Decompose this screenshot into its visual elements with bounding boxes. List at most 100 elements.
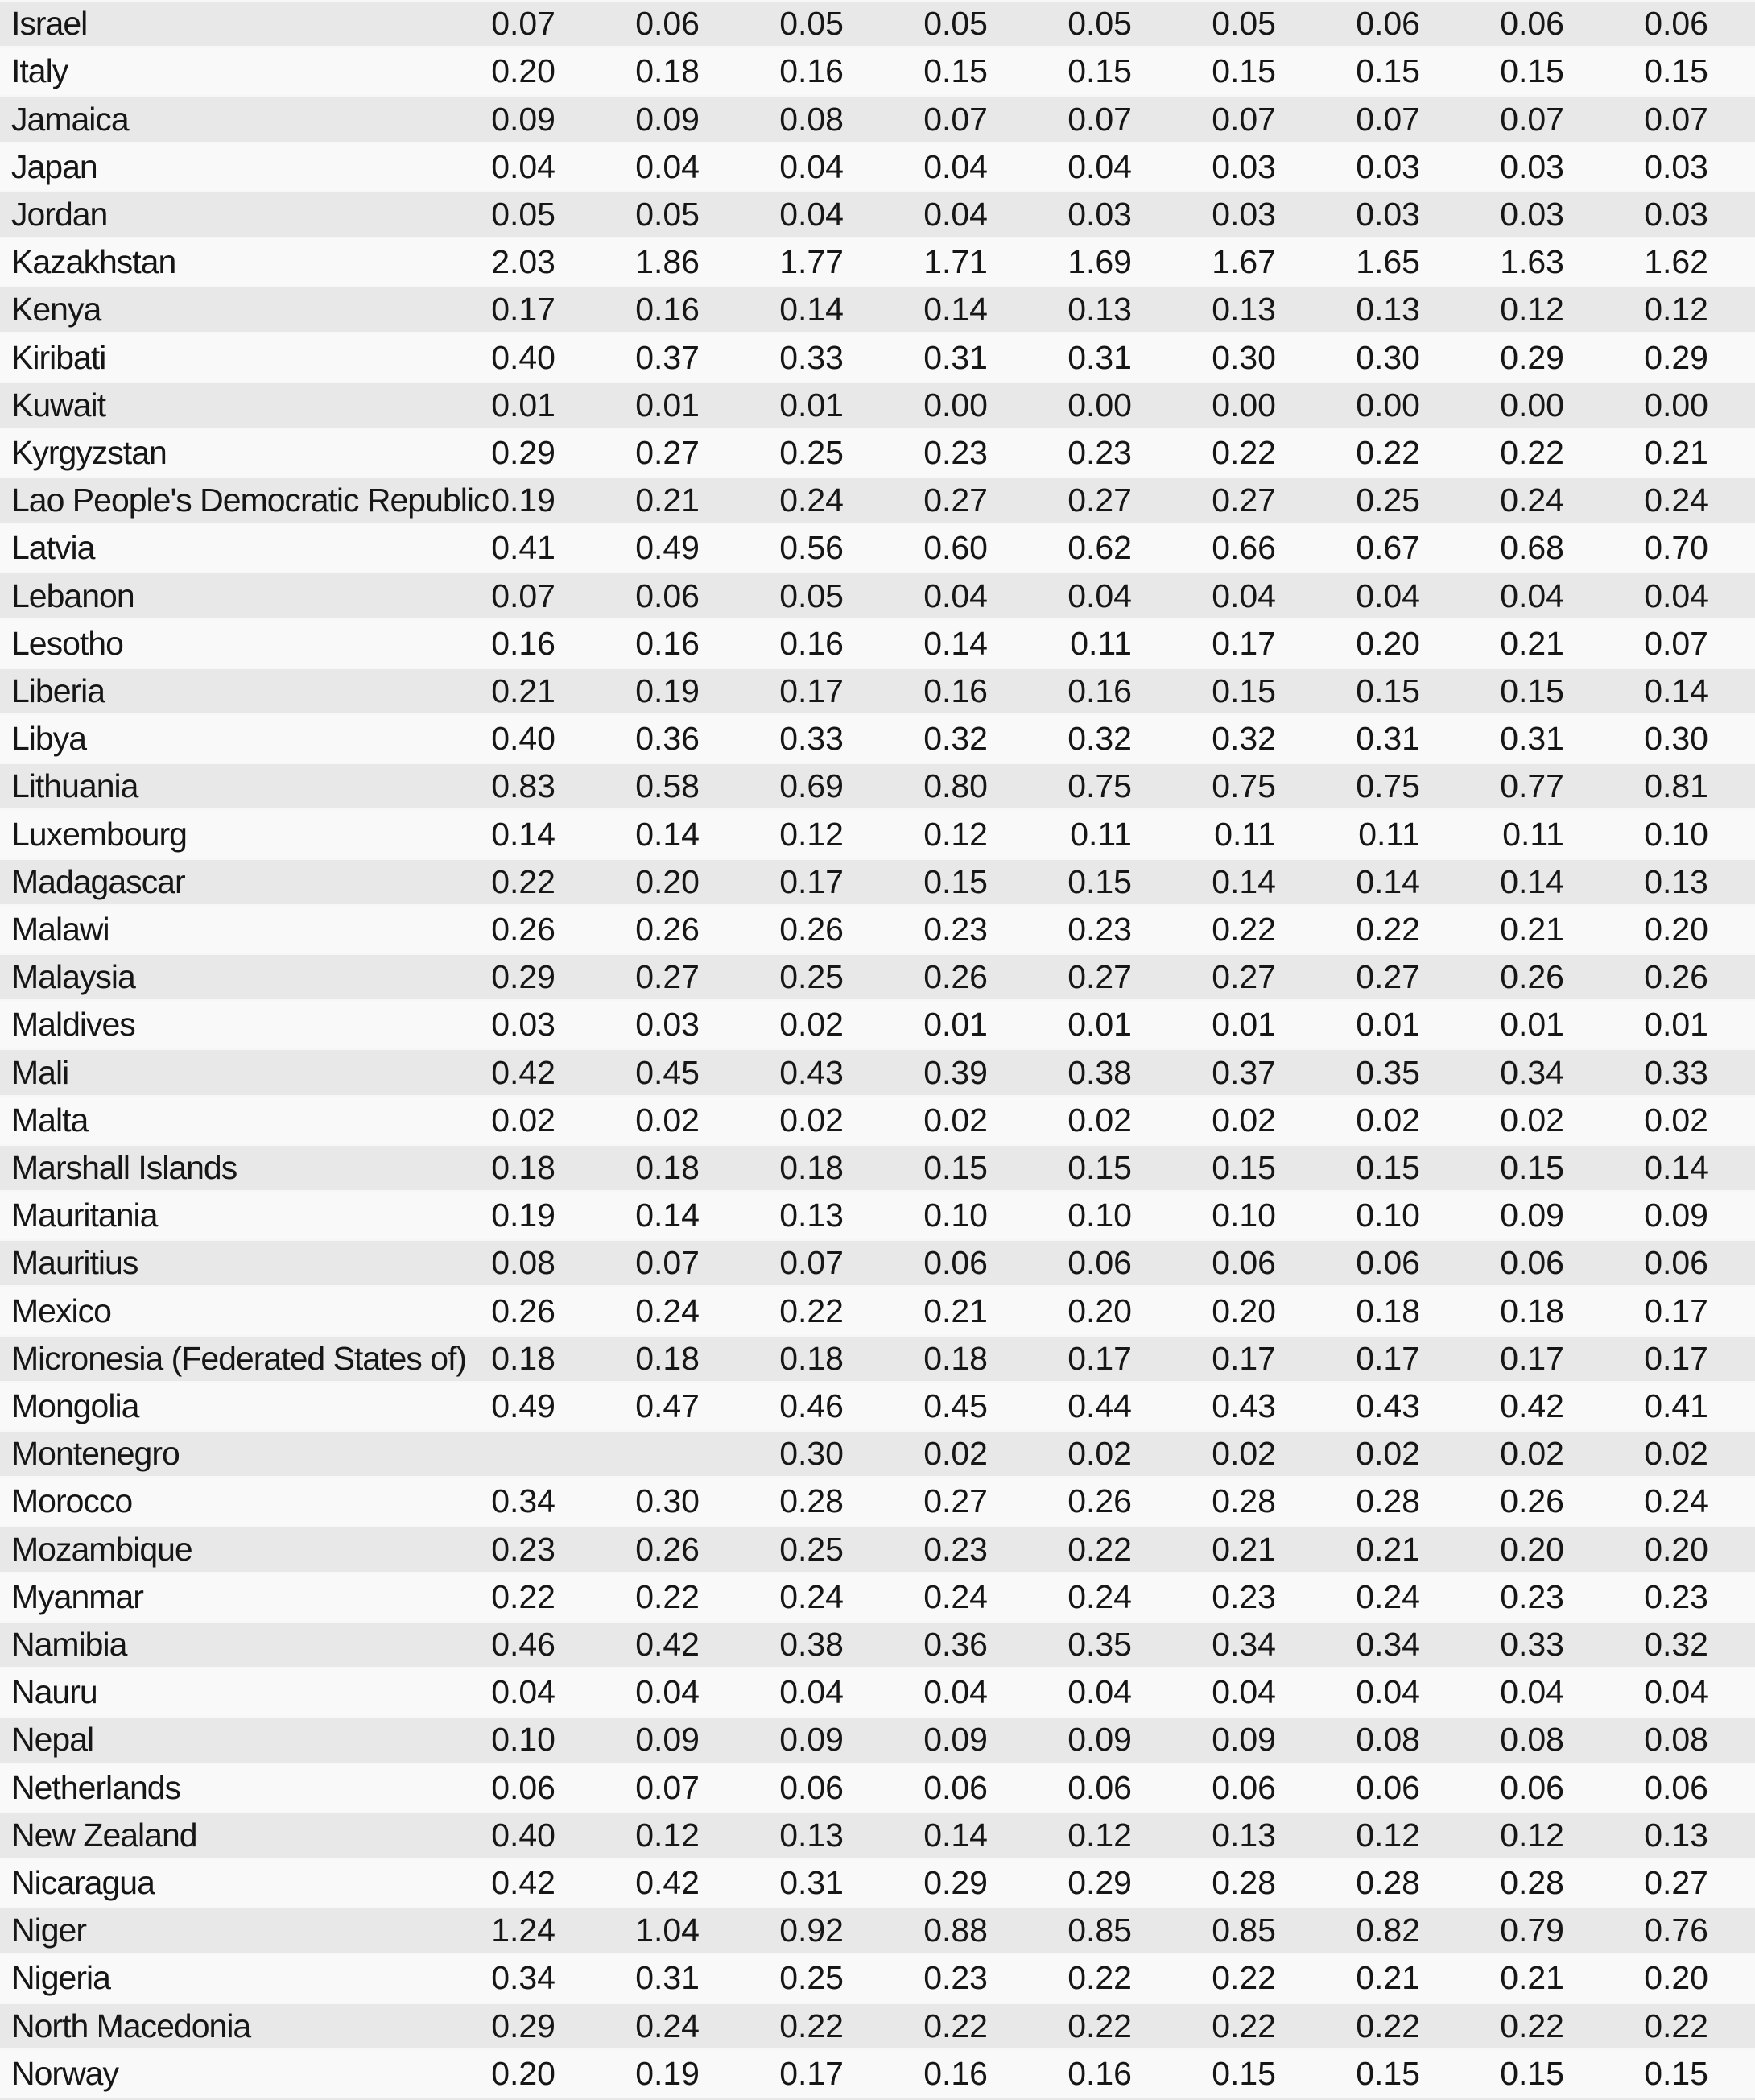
value-cell: 0.02 <box>1467 1430 1611 1478</box>
value-cell: 0.15 <box>1179 1143 1323 1193</box>
value-cell: 0.15 <box>1500 2054 1564 2092</box>
value-cell: 0.03 <box>1212 147 1276 185</box>
value-cell: 0.35 <box>1323 1048 1467 1097</box>
value-cell: 0.12 <box>923 815 988 853</box>
table-row: New Zealand 0.40 0.12 0.13 0.14 0.12 0.13 0.12 0… <box>0 1811 1755 1859</box>
value-cell: 0.13 <box>1323 286 1467 334</box>
value-cell: 0.58 <box>602 763 746 811</box>
value-cell: 0.20 <box>1467 1525 1611 1573</box>
value-cell: 0.56 <box>779 529 844 567</box>
value-cell: 0.03 <box>1356 147 1420 185</box>
country-name-cell: Nigeria <box>11 1959 111 1997</box>
value-cell: 0.04 <box>890 190 1034 239</box>
value-cell: 0.12 <box>1611 286 1755 334</box>
value-cell: 0.13 <box>1611 858 1755 906</box>
country-name-cell: Marshall Islands <box>0 1143 458 1193</box>
value-cell: 0.07 <box>458 572 602 620</box>
table-row: Montenegro 0.30 0.02 0.02 0.02 0.02 0.02 0.02 <box>0 1430 1755 1478</box>
table-row: Nigeria 0.34 0.31 0.25 0.23 0.22 0.22 0.21 0.21 0… <box>0 1954 1755 2002</box>
value-cell: 0.17 <box>746 667 890 716</box>
value-cell: 0.16 <box>923 2054 988 2092</box>
value-cell: 0.01 <box>746 381 890 429</box>
value-cell: 0.33 <box>1467 1620 1611 1669</box>
value-cell: 0.10 <box>1067 1197 1132 1234</box>
value-cell: 0.49 <box>491 1387 555 1424</box>
country-name-cell: Morocco <box>11 1482 133 1520</box>
value-cell: 1.71 <box>923 243 988 281</box>
table-row: Maldives 0.03 0.03 0.02 0.01 0.01 0.01 0.01 0.01… <box>0 1001 1755 1048</box>
value-cell: 0.03 <box>1644 147 1708 185</box>
country-name-cell: Mali <box>0 1048 458 1097</box>
country-name-cell: Libya <box>11 720 87 758</box>
table-row: Niger 1.24 1.04 0.92 0.88 0.85 0.85 0.82 0.79 0.7… <box>0 1907 1755 1955</box>
value-cell: 0.26 <box>1067 1482 1132 1520</box>
value-cell: 0.06 <box>923 1768 988 1806</box>
value-cell: 0.04 <box>779 1673 844 1711</box>
value-cell: 0.46 <box>458 1620 602 1669</box>
value-cell: 0.23 <box>890 1525 1034 1573</box>
value-cell: 0.09 <box>1500 1197 1564 1234</box>
value-cell: 0.06 <box>1500 1768 1564 1806</box>
value-cell: 0.01 <box>1067 1006 1132 1044</box>
value-cell: 0.22 <box>1611 2002 1755 2050</box>
value-cell: 0.22 <box>1467 2002 1611 2050</box>
value-cell: 0.18 <box>1500 1292 1564 1329</box>
value-cell: 0.76 <box>1611 1907 1755 1955</box>
value-cell: 0.29 <box>458 953 602 1002</box>
value-cell: 0.06 <box>602 572 746 620</box>
value-cell: 0.15 <box>1212 52 1276 90</box>
value-cell: 0.04 <box>890 572 1034 620</box>
value-cell: 0.29 <box>458 2002 602 2050</box>
value-cell: 0.24 <box>1644 1482 1708 1520</box>
value-cell: 0.66 <box>1212 529 1276 567</box>
value-cell: 0.00 <box>1611 381 1755 429</box>
value-cell: 0.26 <box>602 1525 746 1573</box>
table-row: Luxembourg 0.14 0.14 0.12 0.12 0.11 0.11 0.11 0.… <box>0 810 1755 858</box>
value-cell: 0.05 <box>1179 0 1323 48</box>
value-cell: 0.27 <box>1179 477 1323 525</box>
value-cell: 0.34 <box>1323 1620 1467 1669</box>
value-cell: 0.31 <box>1067 338 1132 376</box>
value-cell: 0.07 <box>635 1768 700 1806</box>
table-row: Mongolia 0.49 0.47 0.46 0.45 0.44 0.43 0.43 0.42… <box>0 1383 1755 1430</box>
value-cell: 0.02 <box>635 1101 700 1139</box>
value-cell: 0.02 <box>1500 1101 1564 1139</box>
country-name-cell: Latvia <box>11 529 95 567</box>
value-cell: 0.25 <box>1323 477 1467 525</box>
value-cell: 0.15 <box>1034 858 1179 906</box>
value-cell: 0.16 <box>779 52 844 90</box>
value-cell: 0.04 <box>1611 572 1755 620</box>
table-row: Malawi 0.26 0.26 0.26 0.23 0.23 0.22 0.22 0.21 0.… <box>0 906 1755 953</box>
value-cell: 0.22 <box>779 1292 844 1329</box>
value-cell: 0.20 <box>1611 1525 1755 1573</box>
country-name-cell: Niger <box>0 1907 458 1955</box>
value-cell: 0.21 <box>923 1292 988 1329</box>
value-cell: 0.69 <box>746 763 890 811</box>
country-name-cell: Namibia <box>0 1620 458 1669</box>
table-row: Kenya 0.17 0.16 0.14 0.14 0.13 0.13 0.13 0.12 0.1… <box>0 286 1755 334</box>
value-cell: 0.22 <box>1356 910 1420 948</box>
value-cell: 0.02 <box>890 1430 1034 1478</box>
value-cell: 0.24 <box>1356 1577 1420 1615</box>
value-cell: 0.06 <box>1323 1239 1467 1288</box>
value-cell: 0.19 <box>602 667 746 716</box>
value-cell: 0.21 <box>1500 910 1564 948</box>
value-cell: 0.29 <box>1067 1864 1132 1902</box>
value-cell: 0.15 <box>1179 667 1323 716</box>
value-cell: 0.42 <box>491 1864 555 1902</box>
value-cell: 0.32 <box>1212 720 1276 758</box>
value-cell: 0.08 <box>1323 1716 1467 1764</box>
value-cell: 0.22 <box>458 858 602 906</box>
value-cell: 0.14 <box>1611 1143 1755 1193</box>
value-cell: 0.07 <box>1179 95 1323 143</box>
value-cell: 0.21 <box>458 667 602 716</box>
value-cell: 0.75 <box>1034 763 1179 811</box>
value-cell: 0.13 <box>1179 286 1323 334</box>
value-cell: 0.14 <box>746 286 890 334</box>
value-cell: 1.77 <box>779 243 844 281</box>
value-cell: 0.03 <box>1179 190 1323 239</box>
value-cell: 0.06 <box>1034 1239 1179 1288</box>
value-cell: 0.14 <box>1611 667 1755 716</box>
value-cell: 0.26 <box>779 910 844 948</box>
value-cell: 0.43 <box>1212 1387 1276 1424</box>
